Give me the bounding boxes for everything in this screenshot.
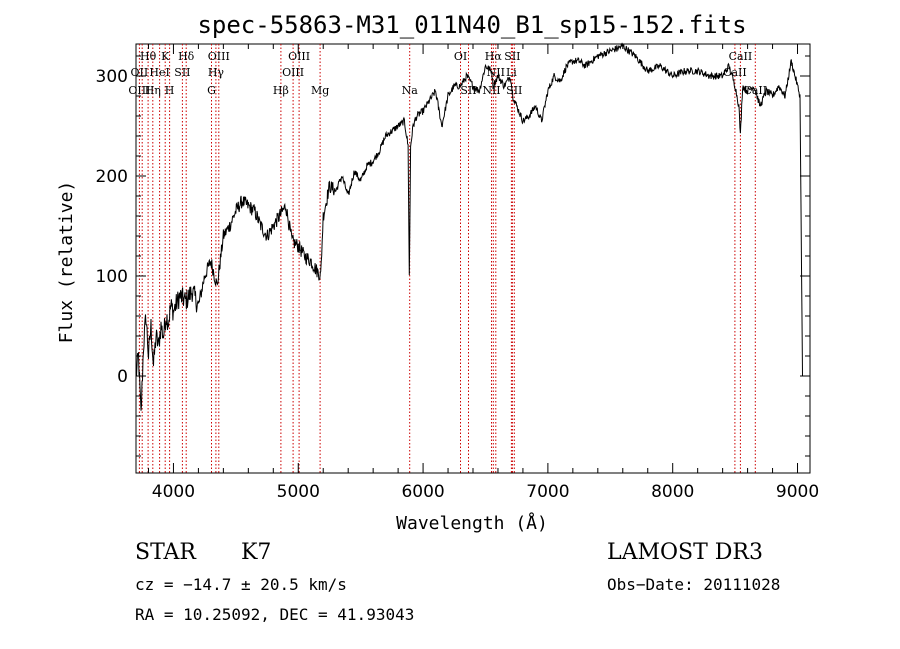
line-id-label: OIII — [208, 50, 230, 63]
x-tick-label: 5000 — [277, 482, 320, 502]
y-axis-label: Flux (relative) — [56, 181, 77, 344]
line-id-label: SII — [504, 50, 520, 63]
x-tick-label: 7000 — [526, 482, 569, 502]
line-id-label: SII — [174, 66, 190, 79]
x-axis-label: Wavelength (Å) — [396, 512, 548, 534]
line-id-label: OI — [454, 50, 467, 63]
x-tick-label: 4000 — [152, 482, 195, 502]
line-id-label: G — [207, 84, 216, 97]
line-id-label: OII — [131, 66, 149, 79]
line-id-label: Hη — [145, 84, 161, 97]
x-tick-label: 8000 — [651, 482, 694, 502]
chart-title: spec-55863-M31_011N40_B1_sp15-152.fits — [197, 11, 746, 39]
line-id-label: SII — [506, 84, 522, 97]
redshift-text: cz = −14.7 ± 20.5 km/s — [135, 575, 347, 594]
line-id-label: Hα — [485, 50, 503, 63]
plot-frame — [135, 43, 811, 474]
axis-ticks: 4000 5000 6000 7000 8000 9000 0 100 200 300 — [96, 44, 819, 502]
line-id-label: Mg — [311, 84, 329, 97]
spectrum-line — [135, 42, 803, 411]
x-tick-label: 6000 — [401, 482, 444, 502]
line-id-label: NII — [487, 66, 505, 79]
x-tick-label: 9000 — [776, 482, 819, 502]
line-id-label: Hβ — [273, 84, 289, 97]
line-id-label: OIII — [128, 84, 150, 97]
line-id-label: CaII — [729, 50, 753, 63]
line-id-label: Hθ — [140, 50, 157, 63]
line-marker-group — [138, 44, 756, 473]
line-id-label: Hδ — [178, 50, 195, 63]
y-tick-label: 0 — [117, 367, 128, 387]
y-tick-label: 300 — [96, 67, 128, 87]
line-id-label: SII — [460, 84, 476, 97]
line-id-label: NII — [482, 84, 500, 97]
line-id-label: Hγ — [208, 66, 225, 79]
obs-date-text: Obs−Date: 20111028 — [607, 575, 781, 594]
survey-name: LAMOST DR3 — [607, 540, 763, 565]
y-tick-label: 100 — [96, 267, 128, 287]
object-subclass: K7 — [241, 540, 272, 565]
line-id-label: HeI — [149, 66, 169, 79]
line-id-label: OIII — [282, 66, 304, 79]
line-id-label: Na — [402, 84, 419, 97]
y-tick-label: 200 — [96, 167, 128, 187]
coordinates-text: RA = 10.25092, DEC = 41.93043 — [135, 605, 415, 624]
object-class: STAR — [135, 540, 196, 565]
line-id-label: Li — [506, 66, 517, 79]
line-id-label: K — [161, 50, 170, 63]
line-id-label: OIII — [288, 50, 310, 63]
line-id-label: H — [165, 84, 175, 97]
